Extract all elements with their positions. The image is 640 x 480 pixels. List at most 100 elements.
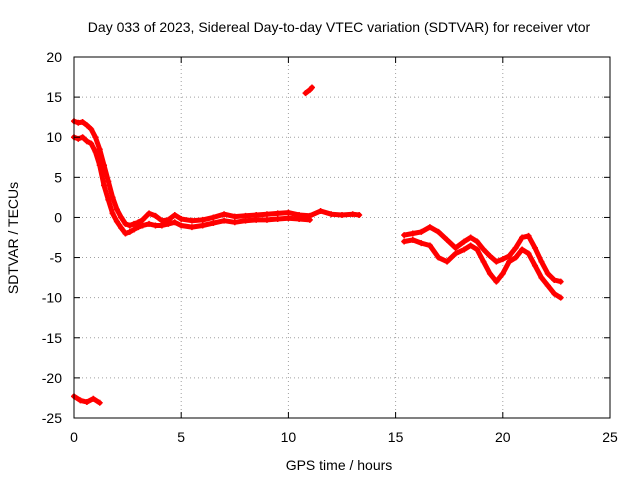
data-points	[71, 84, 564, 406]
series-late-upper	[401, 224, 564, 285]
data-point	[461, 246, 468, 253]
data-point	[444, 236, 451, 243]
data-point	[435, 254, 442, 261]
y-tick-label: 0	[54, 209, 62, 225]
data-point	[79, 134, 86, 141]
data-point	[551, 277, 558, 284]
data-point	[210, 214, 217, 221]
data-point	[113, 218, 120, 225]
data-point	[461, 238, 468, 245]
data-point	[188, 217, 195, 224]
data-point	[146, 220, 153, 227]
data-point	[146, 210, 153, 217]
data-point	[296, 216, 303, 223]
data-point	[83, 138, 90, 145]
data-point	[557, 294, 564, 301]
data-point	[105, 196, 112, 203]
series-outlier-bottom	[71, 393, 103, 406]
data-point	[531, 262, 538, 269]
data-point	[401, 232, 408, 239]
data-point	[274, 210, 281, 217]
data-point	[531, 244, 538, 251]
data-point	[285, 215, 292, 222]
data-point	[88, 140, 95, 147]
x-tick-label: 5	[177, 429, 185, 445]
data-point	[512, 254, 519, 261]
data-point	[467, 242, 474, 249]
data-point	[317, 208, 324, 215]
data-point	[356, 212, 363, 219]
data-point	[231, 213, 238, 220]
axes: 0 5 10 15 20 25 -25 -20 -15 -10 -5 0 5 10 15 20	[42, 49, 618, 445]
data-point	[339, 212, 345, 219]
y-tick-label: 15	[46, 89, 62, 105]
data-point	[467, 234, 474, 241]
data-point	[525, 232, 532, 239]
data-point	[101, 182, 108, 189]
data-point	[83, 398, 90, 405]
data-point	[77, 397, 84, 404]
data-point	[557, 278, 564, 285]
data-point	[525, 250, 532, 257]
data-point	[158, 222, 165, 229]
data-point	[135, 224, 142, 231]
chart-title: Day 033 of 2023, Sidereal Day-to-day VTE…	[88, 19, 591, 35]
data-point	[165, 220, 172, 227]
data-point	[126, 222, 133, 229]
data-point	[426, 224, 433, 231]
data-point	[109, 210, 116, 217]
y-tick-label: -20	[42, 370, 62, 386]
data-point	[253, 216, 260, 223]
data-point	[401, 238, 408, 245]
data-point	[90, 395, 97, 402]
data-point	[126, 228, 133, 235]
data-point	[139, 216, 146, 223]
data-point	[452, 250, 459, 257]
data-point	[499, 270, 506, 277]
x-tick-label: 15	[388, 429, 404, 445]
data-point	[409, 230, 416, 237]
data-point	[92, 134, 99, 141]
y-tick-label: -25	[42, 410, 62, 426]
data-point	[308, 84, 315, 91]
y-tick-label: -10	[42, 290, 62, 306]
data-point	[474, 246, 481, 253]
data-point	[349, 211, 356, 218]
data-point	[486, 270, 493, 277]
data-point	[274, 216, 281, 223]
data-point	[480, 258, 487, 265]
x-tick-label: 25	[602, 429, 618, 445]
data-point	[75, 119, 82, 126]
data-point	[221, 211, 228, 218]
data-point	[96, 399, 103, 406]
data-point	[152, 212, 159, 219]
data-point	[118, 224, 125, 231]
data-point	[221, 217, 228, 224]
data-point	[178, 222, 185, 229]
data-point	[263, 211, 270, 218]
plot-frame	[73, 56, 611, 419]
data-point	[544, 270, 551, 277]
data-point	[499, 256, 506, 263]
data-point	[263, 216, 270, 223]
data-point	[480, 246, 487, 253]
data-point	[83, 122, 90, 129]
data-point	[506, 258, 513, 265]
data-point	[418, 228, 425, 235]
data-point	[131, 226, 138, 233]
data-point	[551, 290, 558, 297]
data-point	[486, 252, 493, 259]
data-point	[105, 178, 112, 185]
data-point	[122, 230, 129, 237]
data-point	[512, 244, 519, 251]
x-tick-label: 0	[70, 429, 78, 445]
data-point	[306, 216, 313, 223]
data-point	[139, 222, 146, 229]
data-point	[109, 194, 116, 201]
data-point	[544, 282, 551, 289]
data-point	[474, 238, 481, 245]
data-point	[231, 219, 238, 226]
data-point	[171, 212, 178, 219]
series-outlier-top	[302, 84, 315, 97]
